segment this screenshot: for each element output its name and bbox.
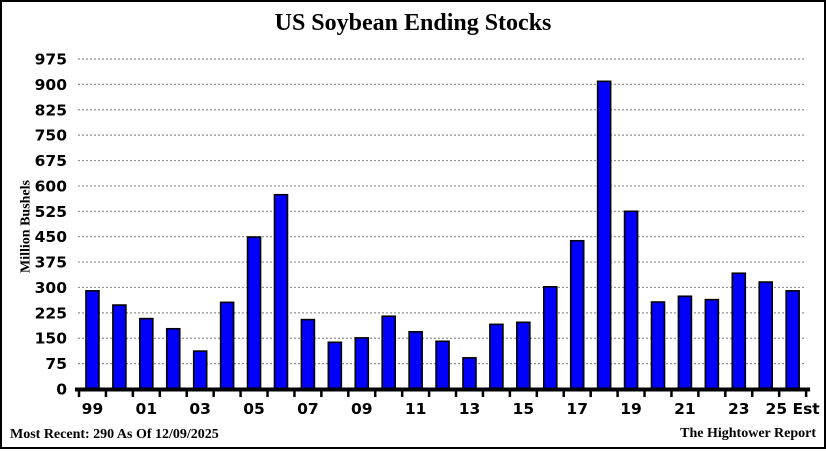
- x-axis-tick: [616, 391, 619, 397]
- x-tick-label-03: 03: [189, 400, 211, 418]
- x-axis-tick: [212, 391, 215, 397]
- x-tick-label-15: 15: [513, 400, 535, 418]
- bar-21: [677, 295, 693, 390]
- x-axis-tick: [562, 391, 565, 397]
- bar-22: [704, 298, 720, 390]
- y-tick-label-675: 675: [35, 152, 67, 170]
- bar-10: [381, 315, 396, 390]
- bar-07: [300, 318, 316, 390]
- footer-most-recent: Most Recent: 290 As Of 12/09/2025: [10, 427, 219, 442]
- y-tick-label-975: 975: [35, 51, 67, 69]
- bar-09: [354, 337, 370, 390]
- y-tick-label-525: 525: [35, 203, 67, 221]
- bar-99: [85, 290, 100, 390]
- bar-01: [139, 317, 154, 390]
- x-axis-tick: [508, 391, 512, 397]
- x-axis-tick: [158, 391, 162, 397]
- bar-00: [112, 304, 127, 390]
- footer-source: The Hightower Report: [680, 426, 816, 441]
- x-axis-tick: [481, 391, 485, 397]
- x-axis-tick: [724, 391, 727, 397]
- bar-13: [462, 357, 477, 390]
- bar-03: [192, 350, 208, 390]
- x-tick-label-23: 23: [728, 400, 750, 418]
- x-tick-label-17: 17: [566, 400, 588, 418]
- x-tick-label-99: 99: [82, 400, 104, 418]
- x-tick-label-21: 21: [674, 400, 696, 418]
- x-axis-tick: [454, 391, 458, 397]
- bar-18: [596, 80, 612, 390]
- bar-14: [489, 323, 504, 390]
- x-axis-tick: [589, 391, 592, 397]
- bar-11: [408, 330, 423, 390]
- bar-20: [650, 301, 666, 390]
- x-axis-tick: [185, 391, 188, 397]
- x-tick-label-09: 09: [351, 400, 373, 418]
- x-tick-label-07: 07: [297, 400, 319, 418]
- bar-16: [542, 285, 558, 390]
- x-axis-tick: [104, 391, 108, 397]
- bar-05: [246, 236, 262, 390]
- x-axis-tick: [400, 391, 404, 397]
- x-tick-label-13: 13: [459, 400, 481, 418]
- bar-17: [569, 239, 585, 390]
- x-axis-tick: [643, 391, 646, 397]
- x-axis-tick: [293, 391, 296, 397]
- y-tick-label-150: 150: [35, 330, 68, 348]
- y-tick-label-750: 750: [35, 127, 68, 145]
- x-axis-tick: [239, 391, 242, 397]
- bar-12: [435, 340, 450, 390]
- y-tick-label-225: 225: [35, 304, 67, 322]
- x-axis-tick: [266, 391, 269, 397]
- y-tick-label-900: 900: [35, 76, 68, 94]
- y-tick-label-75: 75: [45, 355, 67, 373]
- bar-02: [165, 327, 181, 390]
- x-axis-tick: [427, 391, 431, 397]
- y-tick-label-825: 825: [35, 101, 67, 119]
- x-axis-tick: [131, 391, 135, 397]
- bar-04: [219, 301, 235, 390]
- bar-06: [273, 193, 289, 390]
- x-axis-tick: [751, 391, 754, 397]
- bar-25 Est: [785, 290, 800, 390]
- chart-title: US Soybean Ending Stocks: [274, 10, 552, 36]
- x-axis-tick: [77, 391, 81, 397]
- bar-08: [327, 341, 343, 390]
- y-tick-label-300: 300: [35, 279, 68, 297]
- x-tick-label-25 Est: 25 Est: [766, 400, 821, 418]
- y-tick-label-375: 375: [35, 254, 67, 272]
- x-axis-tick: [697, 391, 700, 397]
- bar-15: [516, 321, 531, 390]
- x-axis-line: [75, 387, 811, 392]
- x-axis-tick: [373, 391, 377, 397]
- x-axis-tick: [777, 391, 781, 397]
- x-axis-tick: [535, 391, 539, 397]
- x-tick-label-11: 11: [405, 400, 427, 418]
- x-axis-tick: [670, 391, 673, 397]
- bar-19: [623, 210, 639, 390]
- y-tick-label-600: 600: [35, 177, 68, 195]
- x-axis-tick: [804, 391, 808, 397]
- x-tick-label-19: 19: [620, 400, 642, 418]
- bar-24: [758, 281, 774, 390]
- y-tick-label-450: 450: [35, 228, 68, 246]
- x-axis-tick: [347, 391, 350, 397]
- bar-23: [731, 272, 747, 390]
- y-tick-label-0: 0: [56, 381, 67, 399]
- x-axis-tick: [320, 391, 323, 397]
- x-tick-label-05: 05: [243, 400, 265, 418]
- x-tick-label-01: 01: [136, 400, 158, 418]
